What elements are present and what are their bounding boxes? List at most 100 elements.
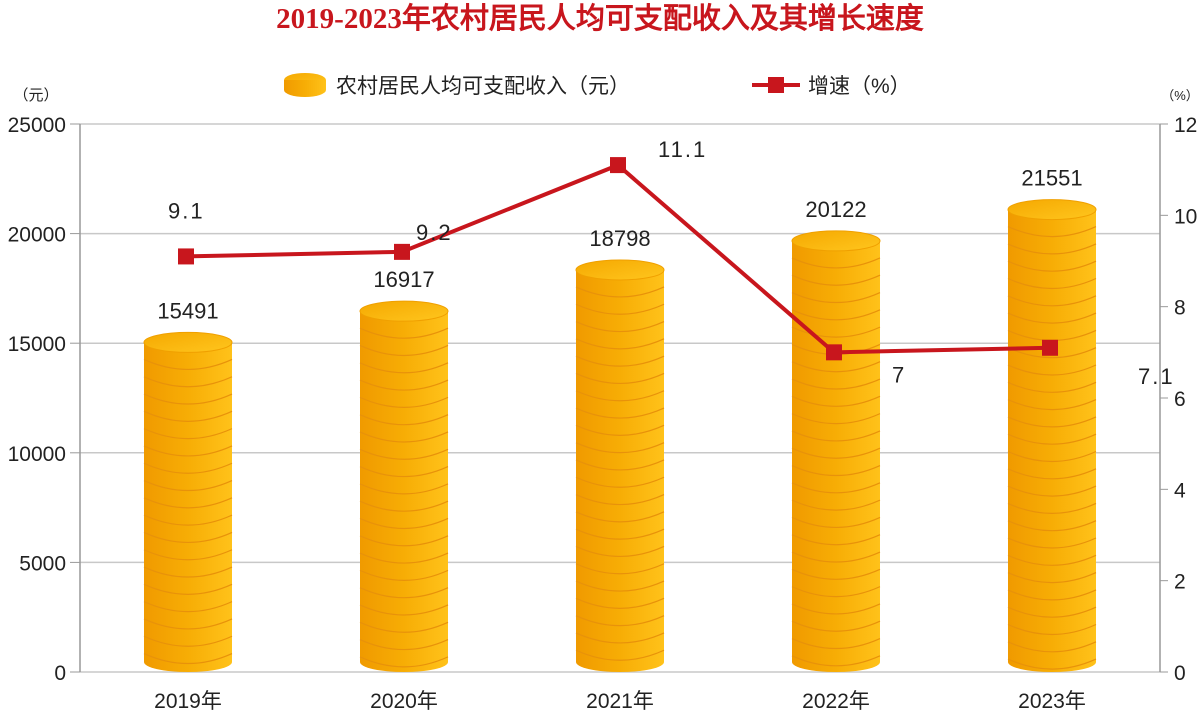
coin-edge bbox=[1007, 572, 1097, 584]
growth-marker bbox=[826, 344, 842, 361]
coin-edge bbox=[575, 545, 665, 558]
coin-edge bbox=[359, 552, 449, 564]
coin-edge bbox=[791, 378, 881, 390]
coin-edge bbox=[359, 604, 449, 616]
growth-marker bbox=[394, 243, 410, 260]
coin-edge bbox=[791, 413, 881, 425]
bar-value-label: 16917 bbox=[373, 267, 434, 292]
coin-stack-top bbox=[359, 300, 449, 322]
bar-2021年: 18798 bbox=[575, 226, 665, 672]
coin-stack-side bbox=[792, 240, 880, 662]
coin-edge bbox=[575, 321, 665, 333]
coin-edge bbox=[791, 361, 881, 373]
legend-bar-swatch-bottom bbox=[284, 83, 326, 97]
legend: 农村居民人均可支配收入（元） 增速（%） bbox=[284, 73, 911, 98]
coin-edge bbox=[575, 407, 665, 419]
coin-edge bbox=[143, 514, 233, 526]
coin-edge bbox=[1007, 468, 1097, 480]
coin-edge bbox=[143, 428, 233, 440]
coin-edge bbox=[575, 476, 665, 488]
coin-edge bbox=[575, 372, 665, 385]
coin-edge bbox=[143, 393, 233, 405]
right-tick-label: 0 bbox=[1174, 662, 1186, 685]
coin-edge bbox=[791, 447, 881, 459]
growth-value-label: 9.1 bbox=[168, 198, 205, 223]
coin-edge bbox=[143, 549, 233, 561]
coin-stack-top bbox=[143, 331, 233, 353]
coin-edge bbox=[575, 597, 665, 609]
growth-value-label: 11.1 bbox=[658, 137, 707, 162]
coin-edge bbox=[575, 286, 665, 298]
coin-edge bbox=[359, 344, 449, 357]
coin-edge bbox=[359, 431, 449, 443]
coin-edge bbox=[359, 379, 449, 391]
x-tick-label: 2022年 bbox=[802, 690, 870, 713]
coin-edge bbox=[1007, 347, 1097, 359]
growth-marker bbox=[610, 157, 626, 174]
coin-edge bbox=[791, 534, 881, 546]
coin-stack-top bbox=[575, 259, 665, 281]
coin-edge bbox=[1007, 485, 1097, 497]
growth-marker bbox=[178, 248, 194, 265]
coin-edge bbox=[359, 500, 449, 512]
coin-edge bbox=[143, 358, 233, 371]
coin-edge bbox=[1007, 243, 1097, 255]
coin-edge bbox=[791, 430, 881, 442]
coin-edge bbox=[791, 551, 881, 563]
coin-edge bbox=[359, 483, 449, 495]
coin-edge bbox=[575, 580, 665, 592]
growth-value-label: 7.1 bbox=[1138, 364, 1175, 389]
bar-value-label: 18798 bbox=[589, 226, 650, 251]
coin-stack-top bbox=[1007, 199, 1097, 221]
coin-edge bbox=[575, 390, 665, 402]
coin-edge bbox=[143, 583, 233, 595]
legend-line-label: 增速（%） bbox=[808, 75, 911, 98]
coin-edge bbox=[1007, 537, 1097, 549]
coin-edge bbox=[1007, 381, 1097, 393]
growth-value-label: 7 bbox=[892, 362, 906, 387]
coin-edge bbox=[575, 303, 665, 315]
coin-edge bbox=[1007, 606, 1097, 618]
coin-edge bbox=[791, 655, 881, 667]
growth-value-label: 9.2 bbox=[416, 220, 453, 245]
left-tick-label: 5000 bbox=[19, 552, 66, 575]
coin-edge bbox=[791, 257, 881, 269]
coin-edge bbox=[791, 274, 881, 286]
coin-edge bbox=[791, 326, 881, 338]
left-axis-unit: （元） bbox=[13, 87, 58, 104]
right-axis-unit: （%） bbox=[1161, 88, 1199, 103]
coin-edge bbox=[1007, 399, 1097, 411]
left-tick-label: 15000 bbox=[8, 333, 66, 356]
x-tick-label: 2019年 bbox=[154, 690, 222, 713]
x-tick-label: 2021年 bbox=[586, 690, 654, 713]
coin-edge bbox=[143, 462, 233, 474]
coin-edge bbox=[1007, 554, 1097, 566]
coin-edge bbox=[143, 497, 233, 509]
x-tick-label: 2023年 bbox=[1018, 690, 1086, 713]
left-tick-label: 20000 bbox=[8, 224, 66, 247]
coin-edge bbox=[1007, 450, 1097, 463]
coin-edge bbox=[359, 569, 449, 581]
bar-2022年: 20122 bbox=[791, 197, 881, 672]
bar-2019年: 15491 bbox=[143, 298, 233, 672]
right-tick-label: 6 bbox=[1174, 388, 1186, 411]
coin-edge bbox=[575, 649, 665, 661]
coin-edge bbox=[791, 464, 881, 477]
bar-value-label: 20122 bbox=[805, 197, 866, 222]
left-tick-label: 25000 bbox=[8, 114, 66, 137]
coin-edge bbox=[575, 442, 665, 454]
coin-edge bbox=[791, 620, 881, 632]
chart-title: 2019-2023年农村居民人均可支配收入及其增长速度 bbox=[276, 1, 924, 35]
coin-edge bbox=[143, 566, 233, 578]
coin-edge bbox=[1007, 226, 1097, 238]
left-tick-label: 0 bbox=[54, 662, 66, 685]
coin-edge bbox=[1007, 312, 1097, 324]
coin-edge bbox=[143, 635, 233, 647]
coin-edge bbox=[1007, 416, 1097, 428]
right-tick-label: 10 bbox=[1174, 205, 1197, 228]
coin-edge bbox=[143, 410, 233, 422]
coin-edge bbox=[1007, 260, 1097, 272]
coin-edge bbox=[1007, 277, 1097, 290]
coin-edge bbox=[359, 535, 449, 547]
right-tick-label: 2 bbox=[1174, 571, 1186, 594]
